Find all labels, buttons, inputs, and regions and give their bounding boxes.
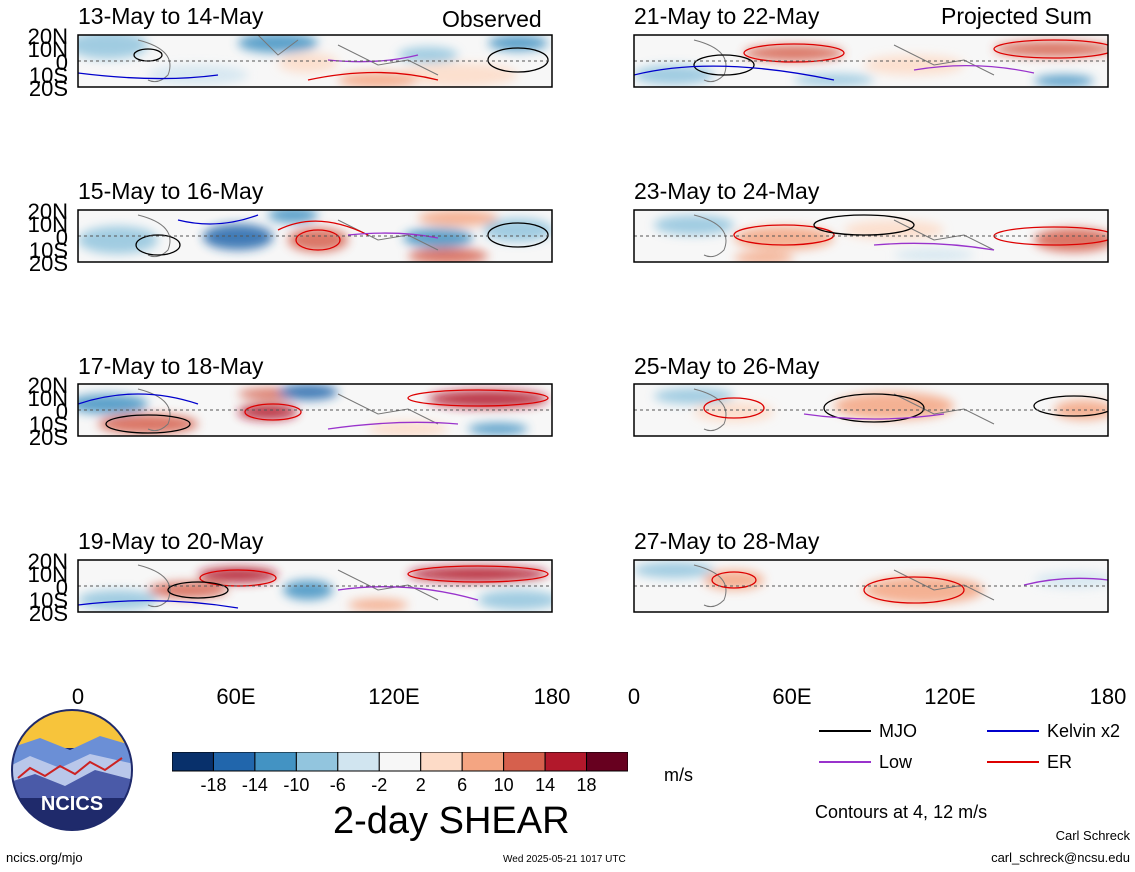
lon-label: 0 <box>71 684 85 709</box>
map-panel-l2 <box>77 209 553 263</box>
lon-label: 0 <box>627 684 641 709</box>
colorbar-tick-label: 14 <box>535 775 556 795</box>
colorbar-tick-label: -14 <box>241 775 268 795</box>
panel-title: 13-May to 14-May <box>78 3 264 29</box>
timestamp: Wed 2025-05-21 1017 UTC <box>503 854 626 865</box>
ncics-logo: NCICS <box>11 709 133 831</box>
colorbar-swatch <box>254 752 297 772</box>
legend-kelvin: Kelvin x2 <box>1047 721 1121 741</box>
contours-note: Contours at 4, 12 m/s <box>815 802 988 822</box>
colorbar-swatch <box>295 752 339 772</box>
colorbar-swatch <box>420 752 463 772</box>
colorbar-swatch <box>172 752 214 772</box>
colorbar-tick-label: 18 <box>576 775 597 795</box>
colorbar-tick-label: -18 <box>200 775 227 795</box>
lat-label: 10S <box>28 63 68 88</box>
site-link[interactable]: ncics.org/mjo <box>6 850 83 865</box>
panel-title: 17-May to 18-May <box>78 353 264 379</box>
colorbar-swatch <box>544 752 588 772</box>
map-panel-l4 <box>77 559 553 613</box>
lat-label: 20S <box>28 76 68 101</box>
lat-label: 10S <box>28 588 68 613</box>
colorbar-title: 2-day SHEAR <box>333 800 570 842</box>
panel-title: 21-May to 22-May <box>634 3 820 29</box>
colorbar-tick-label: -2 <box>371 775 388 795</box>
lat-label: 20S <box>28 425 68 450</box>
colorbar-swatch <box>337 752 380 772</box>
legend-low: Low <box>879 752 913 772</box>
panel-title: 19-May to 20-May <box>78 528 264 554</box>
lat-label: 20S <box>28 601 68 626</box>
map-panel-r3 <box>633 383 1109 437</box>
units-label: m/s <box>664 765 693 785</box>
lon-label: 180 <box>1089 684 1127 709</box>
lon-label: 60E <box>216 684 256 709</box>
observed-header: Observed <box>442 6 542 32</box>
colorbar <box>172 752 628 772</box>
legend-mjo: MJO <box>879 721 917 741</box>
logo-text: NCICS <box>41 793 103 815</box>
lat-label: 0 <box>55 50 68 75</box>
panel-title: 23-May to 24-May <box>634 178 820 204</box>
panel-title: 25-May to 26-May <box>634 353 820 379</box>
projected-header: Projected Sum <box>941 3 1092 29</box>
lon-label: 120E <box>368 684 420 709</box>
colorbar-tick-label: 6 <box>457 775 468 795</box>
colorbar-tick-label: -10 <box>283 775 310 795</box>
lat-label: 10N <box>27 386 68 411</box>
lat-label: 0 <box>55 399 68 424</box>
lat-label: 10N <box>27 212 68 237</box>
colorbar-tick-label: 10 <box>493 775 514 795</box>
colorbar-swatch <box>461 752 505 772</box>
map-panel-r1 <box>633 34 1109 88</box>
map-panels <box>77 34 1109 613</box>
colorbar-tick-label: 2 <box>415 775 426 795</box>
lat-label: 0 <box>55 575 68 600</box>
colorbar-swatch <box>503 752 546 772</box>
email[interactable]: carl_schreck@ncsu.edu <box>991 850 1130 865</box>
panel-title: 15-May to 16-May <box>78 178 264 204</box>
lat-label: 0 <box>55 225 68 250</box>
map-panel-l3 <box>77 383 553 437</box>
map-panel-r2 <box>633 209 1109 263</box>
map-panel-l1 <box>77 34 553 88</box>
map-panel-r4 <box>633 559 1109 613</box>
colorbar-swatch <box>378 752 422 772</box>
colorbar-swatch <box>212 752 256 772</box>
lat-label: 20S <box>28 251 68 276</box>
lat-label: 10N <box>27 37 68 62</box>
legend-lines <box>819 730 1039 763</box>
lon-label: 120E <box>924 684 976 709</box>
lat-label: 10N <box>27 562 68 587</box>
legend-er: ER <box>1047 752 1073 772</box>
lon-label: 60E <box>772 684 812 709</box>
author: Carl Schreck <box>1055 828 1130 843</box>
lon-label: 180 <box>533 684 571 709</box>
colorbar-swatch <box>586 752 628 772</box>
lat-label: 20N <box>27 373 68 398</box>
lat-label: 10S <box>28 238 68 263</box>
lat-label: 20N <box>27 199 68 224</box>
colorbar-tick-label: -6 <box>329 775 346 795</box>
lat-label: 10S <box>28 412 68 437</box>
lat-label: 20N <box>27 24 68 49</box>
lat-label: 20N <box>27 549 68 574</box>
panel-title: 27-May to 28-May <box>634 528 820 554</box>
